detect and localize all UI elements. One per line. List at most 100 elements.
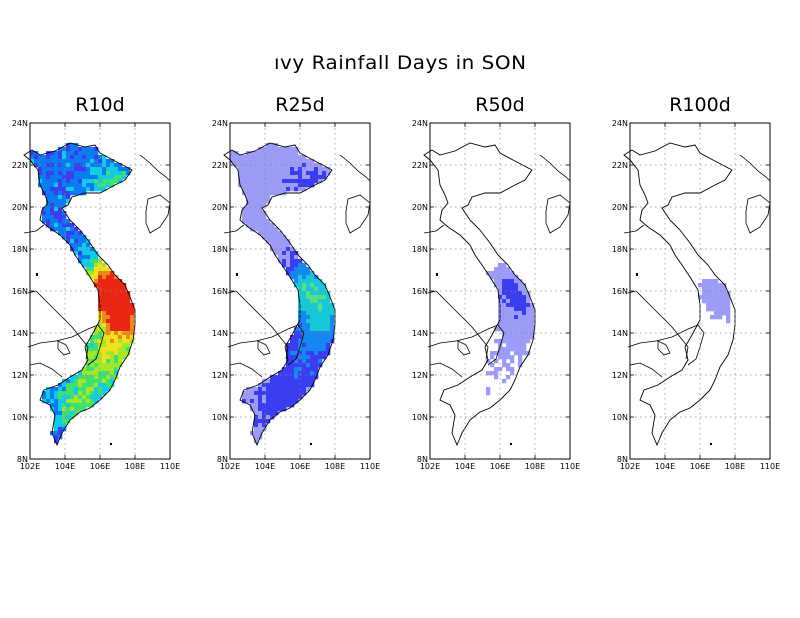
rainfall-cell [718, 307, 723, 312]
rainfall-cell [54, 219, 59, 224]
rainfall-cell [38, 167, 43, 172]
rainfall-cell [98, 379, 103, 384]
rainfall-cell [78, 379, 83, 384]
rainfall-cell [254, 211, 259, 216]
rainfall-cell [262, 151, 267, 156]
rainfall-cell [98, 335, 103, 340]
rainfall-cell [98, 183, 103, 188]
rainfall-cell [50, 167, 55, 172]
rainfall-cell [102, 315, 107, 320]
rainfall-cell [322, 311, 327, 316]
rainfall-cell [314, 283, 319, 288]
rainfall-cell [114, 299, 119, 304]
rainfall-cell [314, 167, 319, 172]
rainfall-cell [302, 183, 307, 188]
rainfall-cell [306, 283, 311, 288]
rainfall-cell [254, 411, 259, 416]
rainfall-cell [302, 187, 307, 192]
rainfall-cell [102, 299, 107, 304]
rainfall-cell [58, 155, 63, 160]
rainfall-cell [258, 407, 263, 412]
rainfall-cell [282, 387, 287, 392]
rainfall-cell [262, 235, 267, 240]
rainfall-cell [98, 155, 103, 160]
rainfall-cell [506, 339, 511, 344]
rainfall-cell [66, 239, 71, 244]
rainfall-cell [314, 367, 319, 372]
rainfall-cell [706, 307, 711, 312]
rainfall-cell [54, 407, 59, 412]
rainfall-cell [278, 375, 283, 380]
rainfall-cell [118, 351, 123, 356]
y-tick-label: 24N [612, 119, 628, 128]
rainfall-cell [86, 267, 91, 272]
rainfall-cell [62, 215, 67, 220]
rainfall-cell [258, 399, 263, 404]
rainfall-cell [326, 171, 331, 176]
rainfall-cell [86, 359, 91, 364]
rainfall-cell [318, 311, 323, 316]
rainfall-cell [106, 347, 111, 352]
rainfall-cell [266, 167, 271, 172]
rainfall-cell [302, 363, 307, 368]
rainfall-cell [114, 171, 119, 176]
rainfall-cell [86, 343, 91, 348]
rainfall-cell [94, 339, 99, 344]
y-tick-label: 8N [417, 455, 428, 464]
rainfall-cell [62, 403, 67, 408]
rainfall-cell [318, 319, 323, 324]
rainfall-cell [110, 339, 115, 344]
rainfall-cell [262, 175, 267, 180]
rainfall-cell [126, 299, 131, 304]
rainfall-cell [78, 375, 83, 380]
rainfall-cell [522, 343, 527, 348]
rainfall-cell [266, 191, 271, 196]
coastline [23, 224, 45, 234]
rainfall-cell [506, 327, 511, 332]
rainfall-cell [90, 263, 95, 268]
rainfall-cell [90, 403, 95, 408]
rainfall-cell [90, 159, 95, 164]
rainfall-cell [294, 395, 299, 400]
rainfall-cell [46, 387, 51, 392]
rainfall-cell [506, 375, 511, 380]
rainfall-cell [506, 331, 511, 336]
rainfall-cell [94, 171, 99, 176]
rainfall-cell [506, 267, 511, 272]
rainfall-cell [70, 383, 75, 388]
rainfall-cell [102, 167, 107, 172]
rainfall-cell [74, 143, 79, 148]
x-tick-label: 108E [325, 462, 345, 471]
rainfall-cell [110, 355, 115, 360]
rainfall-cell [106, 379, 111, 384]
rainfall-cell [66, 399, 71, 404]
rainfall-cell [302, 371, 307, 376]
rainfall-cell [254, 203, 259, 208]
rainfall-cell [130, 335, 135, 340]
rainfall-cell [242, 163, 247, 168]
rainfall-cell [98, 275, 103, 280]
rainfall-cell [306, 347, 311, 352]
grid [430, 123, 570, 459]
rainfall-cell [54, 423, 59, 428]
rainfall-cell [250, 171, 255, 176]
rainfall-cell [102, 371, 107, 376]
rainfall-cell [326, 295, 331, 300]
rainfall-cell [274, 179, 279, 184]
rainfall-cell [514, 319, 519, 324]
rainfall-cell [122, 323, 127, 328]
rainfall-cell [310, 287, 315, 292]
rainfall-cell [718, 315, 723, 320]
rainfall-cell [326, 311, 331, 316]
rainfall-cell [50, 227, 55, 232]
rainfall-cell [294, 363, 299, 368]
rainfall-cell [506, 283, 511, 288]
rainfall-cell [274, 191, 279, 196]
rainfall-cell [278, 391, 283, 396]
rainfall-cell [114, 363, 119, 368]
rainfall-cell [506, 347, 511, 352]
rainfall-cell [110, 171, 115, 176]
rainfall-cell [250, 223, 255, 228]
rainfall-cell [706, 295, 711, 300]
